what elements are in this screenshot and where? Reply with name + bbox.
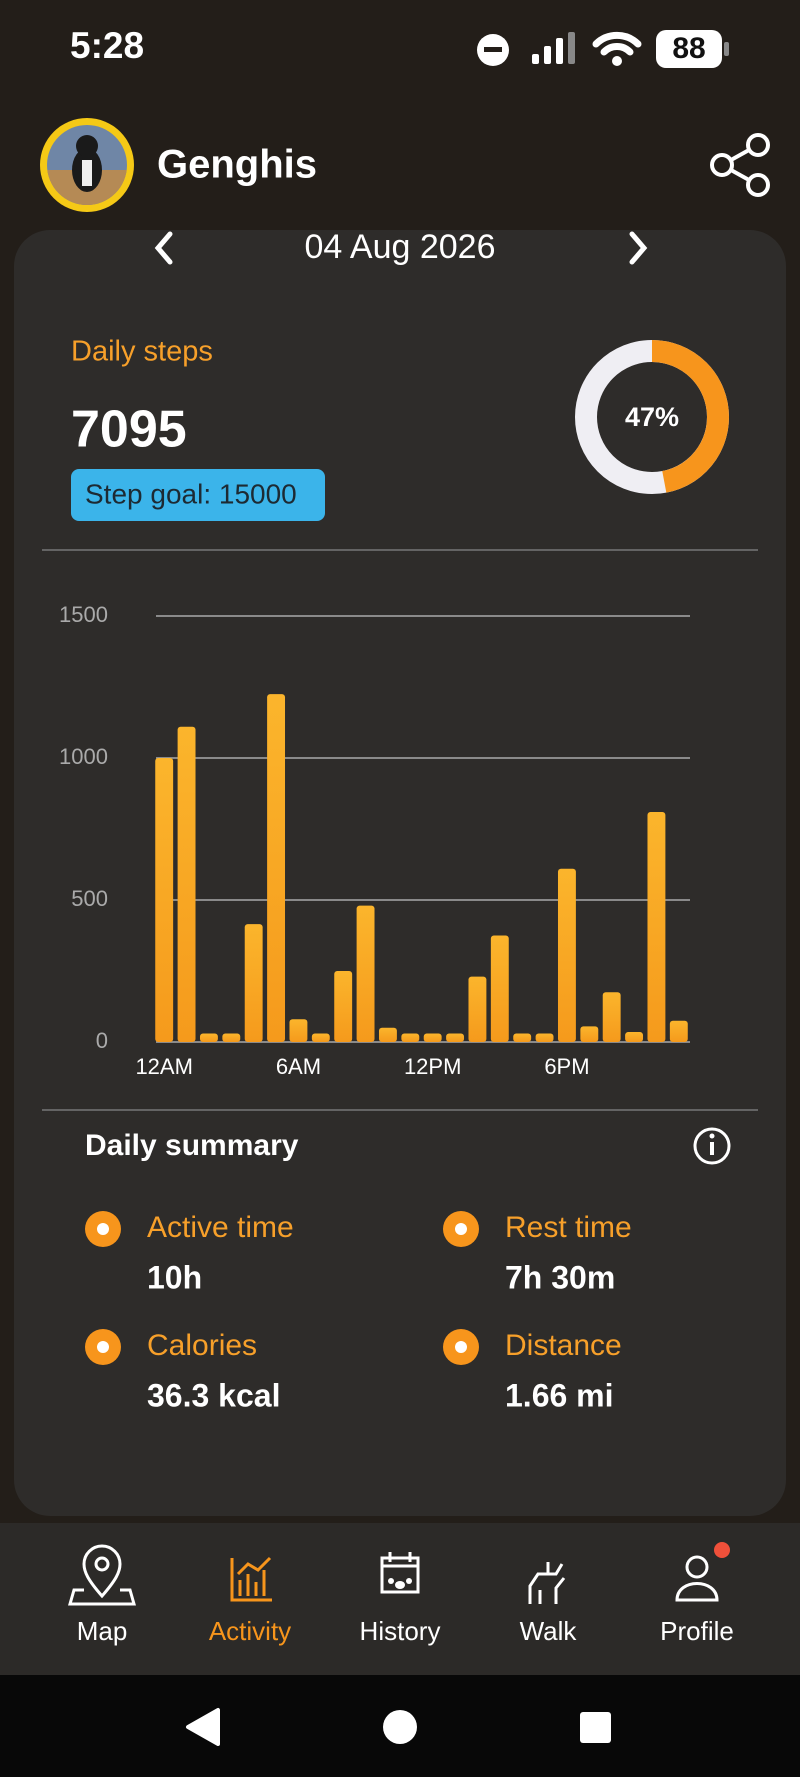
pet-name: Genghis	[157, 143, 317, 187]
bar	[401, 1033, 420, 1042]
x-tick-label: 12PM	[404, 1054, 461, 1079]
bar	[334, 971, 353, 1042]
summary-label: Distance	[505, 1329, 622, 1362]
summary-grid: Active time 10h Rest time 7h 30m Calories 36.…	[85, 1211, 632, 1413]
dnd-bar	[484, 47, 502, 52]
x-tick-label: 6PM	[544, 1054, 589, 1079]
share-button[interactable]	[710, 133, 770, 197]
nav-item[interactable]: Activity	[209, 1616, 291, 1646]
summary-label: Calories	[147, 1329, 257, 1362]
bar	[535, 1033, 554, 1042]
y-tick-label: 1500	[59, 602, 108, 627]
bar	[199, 1033, 218, 1042]
summary-icon-glyph	[97, 1341, 109, 1353]
nav-item[interactable]: Map	[77, 1616, 128, 1646]
date: 04 Aug 2026	[305, 228, 496, 266]
x-tick-label: 12AM	[135, 1054, 192, 1079]
bar	[669, 1020, 688, 1042]
bar	[155, 758, 174, 1042]
prev-day[interactable]	[154, 231, 173, 265]
paw	[388, 1578, 394, 1584]
summary-label: Active time	[147, 1211, 294, 1244]
system-recents[interactable]	[580, 1712, 611, 1743]
summary-value: 36.3 kcal	[147, 1377, 280, 1413]
bar	[244, 924, 263, 1042]
nav-labels: Map Activity History Walk Profile	[77, 1616, 734, 1646]
system-home[interactable]	[383, 1710, 417, 1744]
bar	[468, 976, 487, 1042]
paw	[395, 1581, 405, 1589]
summary-icon-glyph	[455, 1223, 467, 1235]
steps-count: 7095	[71, 401, 187, 459]
bar	[557, 868, 576, 1042]
summary-value: 10h	[147, 1259, 202, 1295]
system-back[interactable]	[186, 1708, 220, 1746]
bar	[177, 726, 196, 1042]
progress-label: 47%	[625, 402, 679, 432]
signal-icon	[532, 32, 575, 64]
battery-level: 88	[672, 32, 705, 65]
step-goal: Step goal: 15000	[85, 478, 297, 509]
summary-value: 7h 30m	[505, 1259, 615, 1295]
summary-title: Daily summary	[85, 1129, 299, 1162]
progress-arc	[575, 340, 729, 494]
status-time: 5:28	[70, 25, 144, 66]
bar	[267, 694, 286, 1042]
bar	[222, 1033, 241, 1042]
bar	[602, 992, 621, 1042]
summary-icon-glyph	[97, 1223, 109, 1235]
bar	[490, 935, 509, 1042]
wifi-icon	[592, 31, 642, 56]
bar	[289, 1019, 308, 1042]
nav-icons	[68, 1544, 719, 1606]
paw	[406, 1578, 412, 1584]
notification-dot	[714, 1542, 730, 1558]
y-tick-label: 500	[71, 886, 108, 911]
battery-icon	[656, 30, 722, 68]
info-button[interactable]	[693, 1127, 731, 1165]
bar	[311, 1033, 330, 1042]
bar	[356, 905, 375, 1042]
bar	[378, 1027, 397, 1042]
summary-label: Rest time	[505, 1211, 632, 1244]
avatar	[47, 125, 127, 205]
card	[14, 230, 786, 1516]
bar	[446, 1033, 465, 1042]
bar	[423, 1033, 442, 1042]
hourly-chart: 0 500 1000 1500 12AM 6AM 12PM 6PM	[59, 602, 690, 1079]
x-tick-label: 6AM	[276, 1054, 321, 1079]
bar	[625, 1032, 644, 1042]
activity-icon	[230, 1556, 272, 1602]
steps-label: Daily steps	[71, 336, 213, 368]
summary-icon-glyph	[455, 1341, 467, 1353]
nav-item[interactable]: Walk	[520, 1616, 578, 1646]
bar	[647, 811, 666, 1042]
nav-item[interactable]: History	[360, 1616, 441, 1646]
y-tick-label: 0	[96, 1028, 108, 1053]
bar	[513, 1033, 532, 1042]
goal-pill	[71, 469, 325, 521]
wifi-dot	[612, 56, 622, 66]
bar	[580, 1026, 599, 1042]
battery-tip	[724, 42, 729, 56]
summary-value: 1.66 mi	[505, 1377, 614, 1413]
nav-item[interactable]: Profile	[660, 1616, 734, 1646]
next-day[interactable]	[629, 231, 648, 265]
y-tick-label: 1000	[59, 744, 108, 769]
